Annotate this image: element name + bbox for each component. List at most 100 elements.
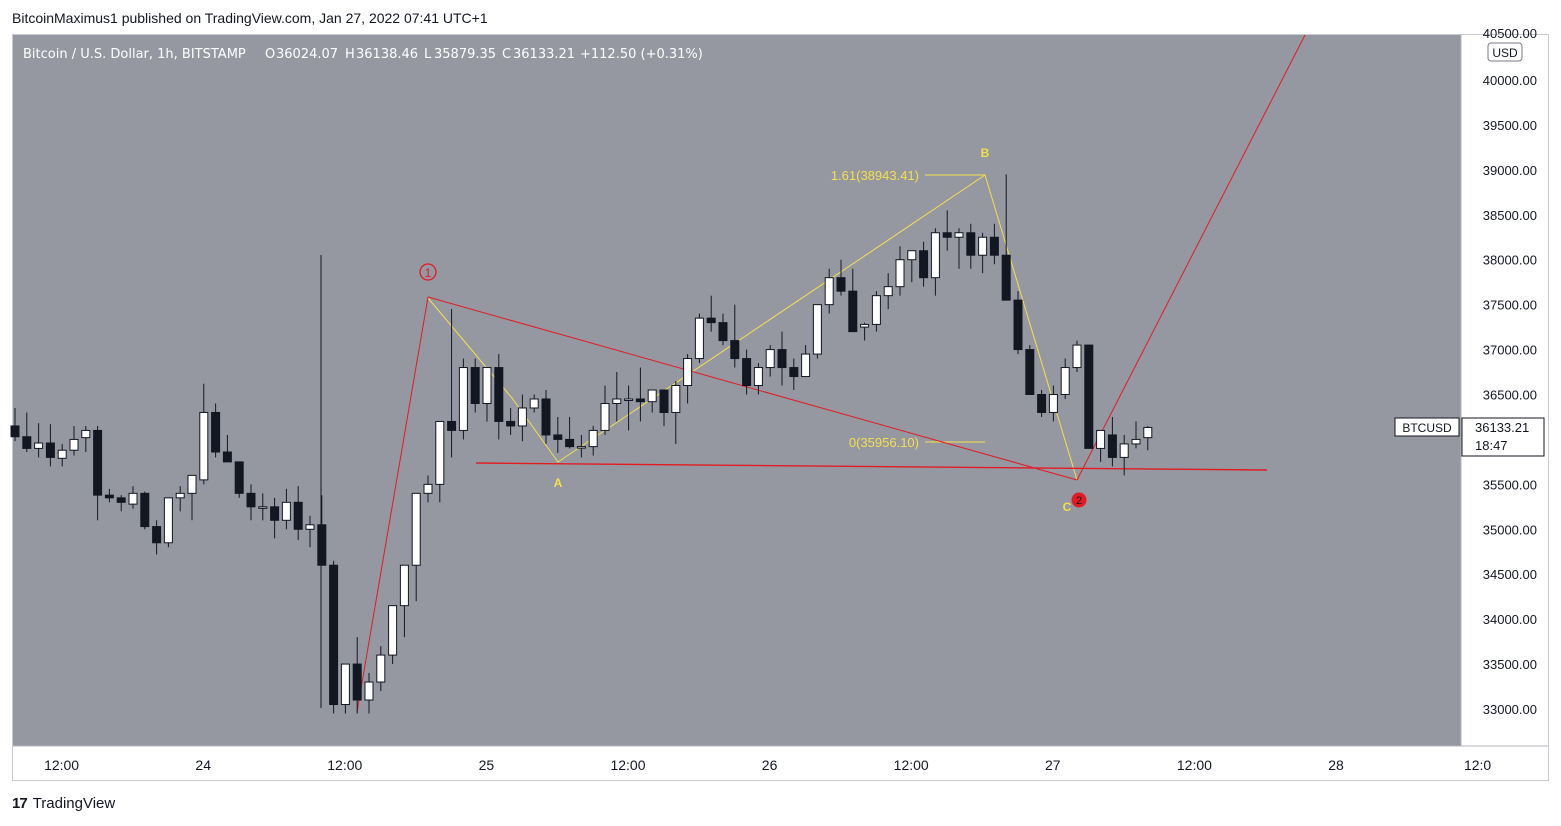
candle-up [175, 492, 185, 499]
candle-down [140, 492, 150, 528]
candle-down [317, 524, 327, 566]
fib-0-label: 0(35956.10) [849, 435, 919, 450]
fib-161-label: 1.61(38943.41) [831, 168, 919, 183]
candle-up [647, 389, 657, 403]
candle-up [883, 286, 893, 297]
candle-down [789, 367, 799, 378]
wave-drawings [356, 34, 1306, 713]
currency-label: USD [1492, 46, 1518, 60]
price-tick-label: 35000.00 [1483, 522, 1537, 537]
candle-down [919, 250, 929, 279]
legend-close-value: 36133.21 [513, 47, 575, 62]
price-tick-label: 39500.00 [1483, 118, 1537, 133]
candle-down [222, 451, 232, 463]
candles [10, 174, 1153, 714]
candle-down [730, 340, 740, 360]
c-label: C [1063, 500, 1072, 514]
candle-down [565, 438, 575, 448]
price-tick-label: 40000.00 [1483, 73, 1537, 88]
candle-up [364, 681, 374, 701]
currency-badge[interactable] [1487, 42, 1523, 62]
candle-up [388, 605, 398, 656]
candle-down [211, 411, 221, 453]
candle-up [624, 398, 634, 401]
candle-up [801, 353, 811, 378]
price-tick-label: 39000.00 [1483, 163, 1537, 178]
candle-down [942, 232, 952, 238]
candle-up [753, 367, 763, 387]
candle-down [506, 420, 516, 427]
time-tick-label: 12:00 [327, 757, 362, 773]
time-tick-label: 12:00 [1177, 757, 1212, 773]
wave-1-label: 1 [425, 266, 432, 280]
candle-up [435, 420, 445, 485]
annotations: 1 2 A B C 1.61(38943.41) 0(35956.10) [419, 146, 1087, 514]
candle-up [671, 385, 681, 413]
candle-up [612, 398, 622, 404]
candle-up [954, 232, 964, 238]
price-tick-label: 33500.00 [1483, 657, 1537, 672]
candle-up [1048, 394, 1058, 413]
red-projection-line [1076, 34, 1306, 481]
legend-symbol: Bitcoin / U.S. Dollar, 1h, BITSTAMP [23, 47, 246, 62]
candle-up [683, 358, 693, 387]
tradingview-logo-icon: 17 [12, 795, 28, 812]
price-tick-label: 35500.00 [1483, 477, 1537, 492]
legend-low-label: L [424, 47, 432, 62]
candle-up [1096, 429, 1106, 449]
a-label: A [554, 476, 563, 490]
candle-down [152, 526, 162, 544]
candle-up [399, 564, 409, 607]
candle-up [376, 654, 386, 683]
candle-down [541, 398, 551, 436]
candle-down [742, 358, 752, 387]
wave-1-circle [419, 263, 437, 281]
time-ticks: 12:00 24 12:00 25 12:00 26 12:00 27 12:00 28 12:0 [44, 757, 1491, 773]
candle-up [1143, 426, 1153, 439]
candle-up [34, 442, 44, 449]
time-tick-label: 24 [195, 757, 211, 773]
legend-open-label: O [265, 47, 275, 62]
candle-up [57, 449, 67, 459]
legend-open-value: 36024.07 [276, 47, 338, 62]
candle-up [871, 295, 881, 325]
candle-down [836, 277, 846, 292]
time-tick-label: 27 [1045, 757, 1061, 773]
candle-down [116, 497, 126, 503]
price-tick-label: 38500.00 [1483, 208, 1537, 223]
price-tick-label: 37000.00 [1483, 343, 1537, 358]
candle-up [281, 501, 291, 521]
candle-down [553, 434, 563, 440]
footer-brand[interactable]: 17 TradingView [12, 795, 115, 812]
candle-up [576, 446, 586, 449]
candle-down [989, 236, 999, 256]
candle-down [718, 322, 728, 342]
price-axis [1461, 35, 1548, 746]
candle-up [1119, 443, 1129, 458]
price-tag-value: 36133.21 [1475, 420, 1529, 435]
candle-down [635, 398, 645, 403]
candle-down [329, 564, 339, 706]
candle-down [93, 429, 103, 496]
candle-down [234, 461, 244, 494]
candle-up [529, 398, 539, 409]
price-tag [1461, 417, 1545, 457]
candle-up [411, 492, 421, 566]
candle-up [81, 429, 91, 439]
candle-up [128, 492, 138, 505]
plot-area [13, 35, 1461, 746]
red-support-line [475, 462, 1268, 471]
candle-up [1060, 367, 1070, 395]
candle-up [978, 236, 988, 256]
candle-down [1107, 434, 1117, 458]
candle-down [22, 436, 32, 449]
candle-up [812, 304, 822, 355]
legend-low-value: 35879.35 [434, 47, 496, 62]
candle-down [293, 501, 303, 530]
candle-down [1001, 254, 1011, 301]
candle-up [458, 367, 468, 431]
wave-2-label: 2 [1076, 495, 1082, 507]
b-label: B [981, 146, 990, 160]
candle-down [1037, 394, 1047, 413]
